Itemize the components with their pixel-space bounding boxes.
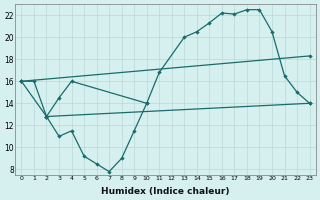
X-axis label: Humidex (Indice chaleur): Humidex (Indice chaleur) <box>101 187 230 196</box>
